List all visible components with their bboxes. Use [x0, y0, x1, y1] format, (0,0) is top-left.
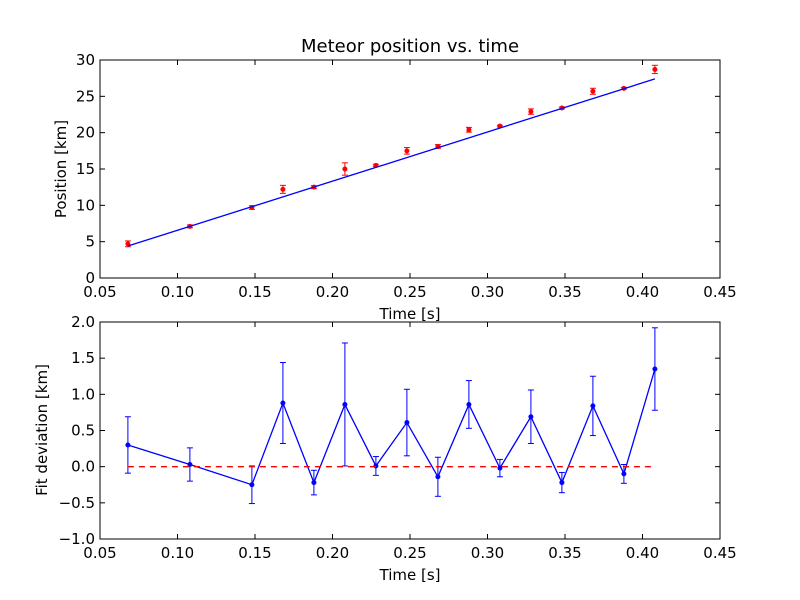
data-point	[497, 465, 503, 471]
y-tick-label: −1.0	[59, 530, 95, 548]
data-point	[621, 471, 627, 477]
deviation-ticks: 0.05 0.10 0.15 0.20 0.25 0.30 0.35 0.40 0.45 −1.0…	[59, 313, 737, 562]
x-tick-label: 0.35	[548, 283, 581, 301]
y-tick-label: 25	[76, 87, 95, 105]
chart-title: Meteor position vs. time	[301, 36, 519, 57]
y-tick-label: 1.0	[71, 385, 95, 403]
y-tick-label: 20	[76, 124, 95, 142]
data-point	[528, 109, 534, 115]
data-point	[590, 403, 596, 409]
y-tick-label: 5	[85, 233, 95, 251]
data-point	[342, 166, 348, 172]
data-point	[187, 461, 193, 467]
y-tick-label: 30	[76, 51, 95, 69]
x-tick-label: 0.45	[703, 544, 736, 562]
x-tick-label: 0.20	[316, 283, 349, 301]
x-tick-label: 0.20	[316, 544, 349, 562]
x-tick-label: 0.05	[83, 544, 116, 562]
data-point	[280, 400, 286, 406]
data-point	[590, 88, 596, 94]
data-point	[559, 480, 565, 486]
y-tick-label: 15	[76, 160, 95, 178]
y-axis-label: Position [km]	[52, 120, 70, 218]
x-tick-label: 0.45	[703, 283, 736, 301]
data-point	[435, 474, 441, 480]
x-tick-label: 0.25	[393, 283, 426, 301]
x-tick-label: 0.05	[83, 283, 116, 301]
data-point	[466, 401, 472, 407]
y-tick-label: 1.5	[71, 349, 95, 367]
data-point	[404, 148, 410, 154]
deviation-line	[127, 368, 656, 486]
data-point	[404, 420, 410, 426]
y-tick-label: 10	[76, 196, 95, 214]
data-point	[280, 186, 286, 192]
x-tick-label: 0.10	[161, 544, 194, 562]
deviation-plot-area	[124, 327, 658, 505]
data-point	[528, 414, 534, 420]
x-tick-label: 0.40	[626, 283, 659, 301]
x-tick-label: 0.40	[626, 544, 659, 562]
y-axis-label: Fit deviation [km]	[33, 364, 51, 496]
x-tick-label: 0.25	[393, 544, 426, 562]
position-plot-area	[124, 64, 658, 248]
deviation-chart: 0.05 0.10 0.15 0.20 0.25 0.30 0.35 0.40 0.45 −1.0…	[33, 313, 737, 584]
position-ticks: 0.05 0.10 0.15 0.20 0.25 0.30 0.35 0.40 0.45 0 5 10…	[76, 51, 737, 301]
y-tick-label: 0.5	[71, 422, 95, 440]
x-tick-label: 0.15	[238, 283, 271, 301]
y-tick-label: −0.5	[59, 494, 95, 512]
y-tick-label: 2.0	[71, 313, 95, 331]
data-point	[125, 241, 131, 247]
data-point	[249, 482, 255, 488]
x-tick-label: 0.35	[548, 544, 581, 562]
data-point	[652, 366, 658, 372]
data-point	[652, 66, 658, 72]
x-axis-label: Time [s]	[379, 305, 441, 323]
data-point	[311, 480, 317, 486]
x-tick-label: 0.30	[471, 544, 504, 562]
data-point	[466, 127, 472, 133]
y-tick-label: 0	[85, 269, 95, 287]
data-point	[342, 401, 348, 407]
x-tick-label: 0.15	[238, 544, 271, 562]
x-tick-label: 0.30	[471, 283, 504, 301]
x-tick-label: 0.10	[161, 283, 194, 301]
position-chart: Meteor position vs. time 0.05 0.10 0.15 0.2…	[52, 36, 737, 323]
y-tick-label: 0.0	[71, 458, 95, 476]
fit-line	[127, 78, 656, 247]
data-point	[373, 463, 379, 469]
x-axis-label: Time [s]	[379, 566, 441, 584]
data-point	[125, 442, 131, 448]
